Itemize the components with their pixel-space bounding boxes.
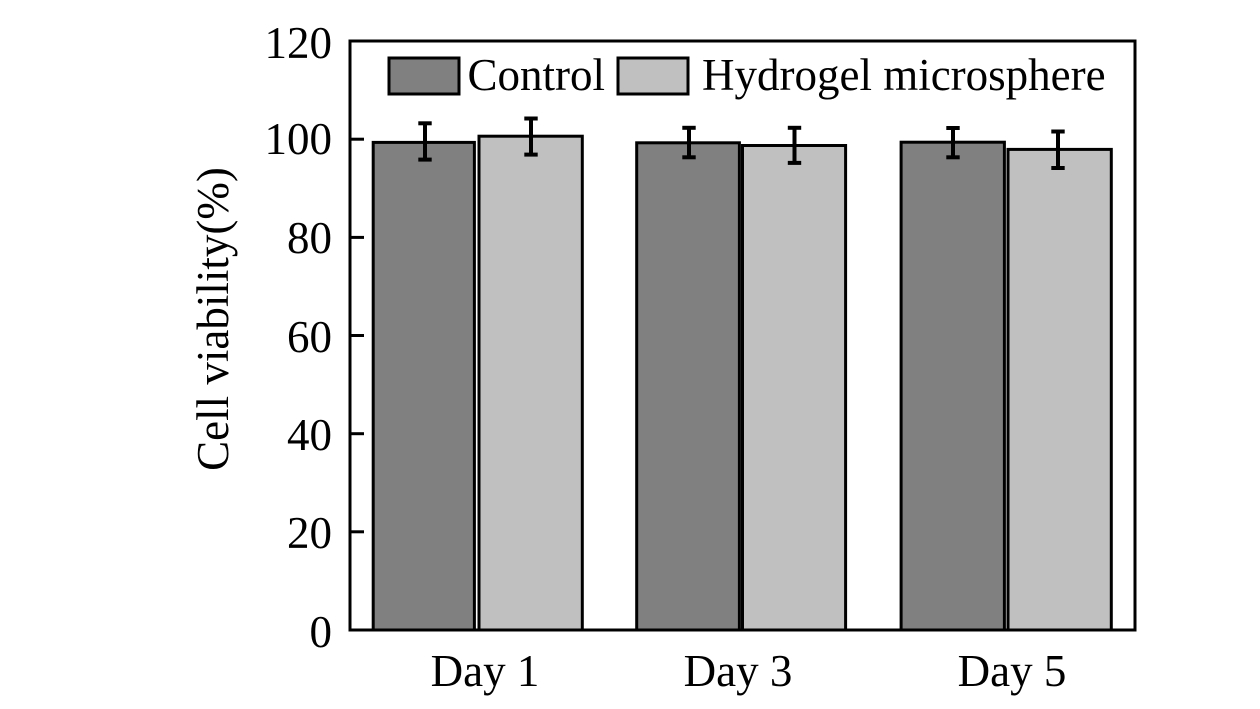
svg-text:100: 100	[265, 114, 333, 164]
svg-text:60: 60	[287, 312, 332, 362]
svg-text:Hydrogel microsphere: Hydrogel microsphere	[702, 50, 1106, 100]
svg-text:80: 80	[287, 213, 332, 263]
svg-text:20: 20	[287, 508, 332, 558]
svg-text:Cell viability(%): Cell viability(%)	[188, 167, 238, 471]
svg-text:0: 0	[310, 607, 333, 657]
svg-text:Day 5: Day 5	[958, 646, 1067, 696]
svg-text:Day 1: Day 1	[431, 646, 540, 696]
svg-text:Day 3: Day 3	[684, 646, 793, 696]
svg-text:120: 120	[265, 18, 333, 68]
svg-text:Control: Control	[468, 50, 606, 100]
svg-text:40: 40	[287, 410, 332, 460]
